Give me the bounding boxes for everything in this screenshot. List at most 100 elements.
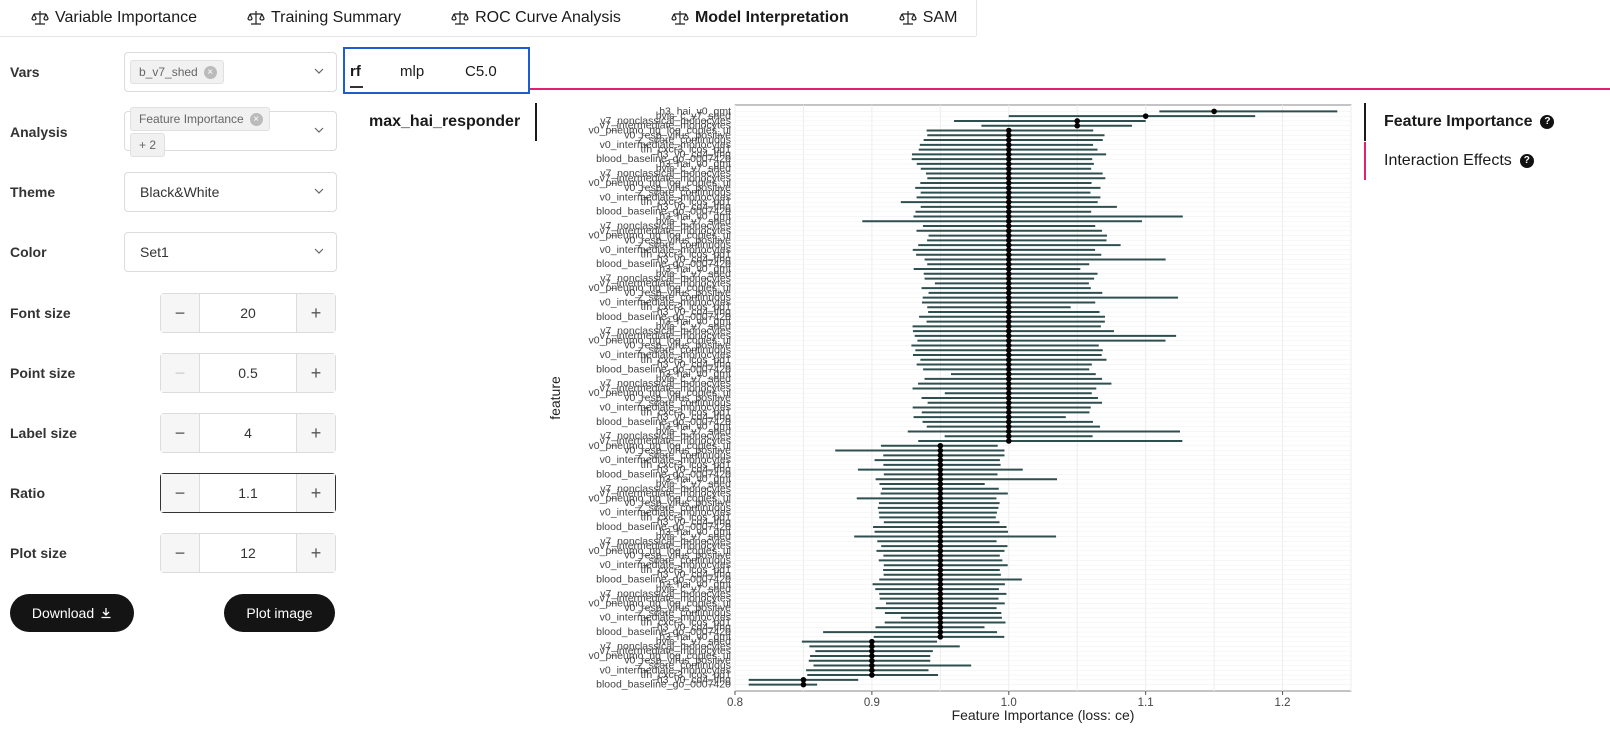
y-tick-label: h3_v0_cd4_ifng (657, 621, 731, 633)
data-point (937, 605, 944, 611)
data-point (937, 481, 944, 487)
label-size-value[interactable]: 4 (244, 425, 252, 441)
data-point (1005, 261, 1012, 268)
decrement-button[interactable]: − (161, 534, 200, 572)
y-tick-label: bvic_c_v7_shed (656, 425, 731, 437)
download-label: Download (31, 605, 95, 621)
label-size-stepper[interactable]: − 4 + (160, 413, 336, 453)
data-point (937, 629, 944, 635)
y-tick-labels: h3_hai_v0_gmtbvic_c_v7_shedv7_nonclassic… (589, 105, 732, 690)
y-tick-label: v7_nonclassical_monocytes (600, 273, 731, 285)
y-tick-label: z_score_continuous (638, 502, 731, 514)
decrement-button[interactable]: − (161, 474, 200, 512)
y-tick-label: v7_intermediate_monocytes (600, 593, 731, 605)
data-point (1005, 433, 1012, 440)
data-point (1005, 294, 1012, 301)
remove-chip-icon[interactable]: × (203, 65, 217, 79)
ratio-stepper[interactable]: − 1.1 + (160, 473, 336, 513)
data-point (937, 485, 944, 492)
color-select[interactable]: Set1 (124, 232, 337, 272)
tab-mlp[interactable]: mlp (400, 63, 425, 80)
point-size-value[interactable]: 0.5 (238, 365, 258, 381)
y-tick-label: v0_intermediate_monocytes (600, 402, 731, 414)
y-tick-label: v7_intermediate_monocytes (600, 172, 731, 184)
tab-interaction-effects[interactable]: Interaction Effects ? (1384, 152, 1534, 170)
plot-size-value[interactable]: 12 (240, 545, 256, 561)
data-point (937, 476, 944, 483)
increment-button[interactable]: + (296, 294, 335, 332)
increment-button[interactable]: + (296, 534, 335, 572)
y-tick-label: z_score_continuous (638, 344, 731, 356)
analysis-select[interactable]: Feature Importance × + 2 (124, 107, 337, 157)
increment-button[interactable]: + (296, 414, 335, 452)
y-tick-label: v0_pneumo_ng_log_copies_ul (589, 282, 731, 294)
theme-label: Theme (10, 184, 56, 200)
tab-variable-importance[interactable]: Variable Importance (0, 0, 216, 36)
tab-model-interpretation[interactable]: Model Interpretation (640, 0, 868, 36)
tab-training-summary[interactable]: Training Summary (216, 0, 420, 36)
y-tick-label: v7_nonclassical_monocytes (600, 325, 731, 337)
theme-select[interactable]: Black&White (124, 172, 337, 212)
decrement-button[interactable]: − (161, 294, 200, 332)
data-point (1005, 356, 1012, 363)
y-tick-label: tfh_cxcr3_icos_pd1 (641, 196, 732, 208)
data-point (1005, 337, 1012, 344)
remove-chip-icon[interactable]: × (249, 112, 263, 126)
y-tick-label: h3_v0_cd4_ifng (657, 306, 731, 318)
y-tick-label: z_score_continuous (638, 187, 731, 199)
ratio-value[interactable]: 1.1 (238, 485, 258, 501)
data-point (1005, 228, 1012, 234)
y-tick-label: v7_nonclassical_monocytes (600, 430, 731, 442)
y-tick-label: bvic_c_v7_shed (656, 636, 731, 648)
data-point (937, 466, 944, 473)
analysis-chip-label: Feature Importance (139, 112, 244, 126)
data-point (1005, 380, 1012, 387)
decrement-button[interactable]: − (161, 414, 200, 452)
data-point (937, 505, 944, 511)
interaction-effects-indicator (1364, 142, 1366, 180)
data-point (937, 524, 944, 530)
font-size-stepper[interactable]: − 20 + (160, 293, 336, 333)
y-tick-label: v0_intermediate_monocytes (600, 139, 731, 151)
y-axis-label: feature (547, 376, 563, 420)
vars-select[interactable]: b_v7_shed × (124, 52, 337, 92)
y-tick-label: v0_pneumo_ng_log_copies_ul (589, 335, 731, 347)
y-tick-label: v0_intermediate_monocytes (600, 559, 731, 571)
tab-roc-curve-analysis[interactable]: ROC Curve Analysis (420, 0, 640, 36)
analysis-label: Analysis (10, 124, 68, 140)
tab-c50[interactable]: C5.0 (465, 63, 497, 80)
tab-max-hai-responder[interactable]: max_hai_responder (369, 113, 521, 130)
y-tick-label: v0_intermediate_monocytes (600, 454, 731, 466)
point-size-stepper[interactable]: − 0.5 + (160, 353, 336, 393)
increment-button[interactable]: + (296, 474, 335, 512)
plot-size-stepper[interactable]: − 12 + (160, 533, 336, 573)
color-label: Color (10, 244, 47, 260)
data-point (1005, 352, 1012, 358)
y-tick-label: z_score_continuous (638, 134, 731, 146)
decrement-button[interactable]: − (161, 354, 200, 392)
y-tick-label: v0_resp_virus_positive (624, 287, 731, 299)
help-icon[interactable]: ? (1519, 154, 1534, 168)
data-point (1005, 247, 1012, 253)
y-tick-label: v0_pneumo_ng_log_copies_ul (589, 387, 731, 399)
help-icon[interactable]: ? (1540, 115, 1555, 129)
tab-sam[interactable]: SAM (868, 0, 977, 36)
tab-rf[interactable]: rf (350, 63, 361, 80)
point-size-label: Point size (10, 365, 76, 381)
data-point (1005, 132, 1012, 139)
theme-value: Black&White (140, 184, 220, 200)
y-tick-label: tfh_cxcr3_icos_pd1 (641, 406, 732, 418)
data-point (937, 538, 944, 545)
data-point (937, 495, 944, 502)
download-button[interactable]: Download (10, 594, 134, 632)
increment-button[interactable]: + (296, 354, 335, 392)
data-point (937, 581, 944, 588)
y-tick-label: v0_resp_virus_positive (624, 129, 731, 141)
tab-feature-importance[interactable]: Feature Importance ? (1384, 113, 1555, 131)
y-tick-label: v0_pneumo_ng_log_copies_ul (589, 177, 731, 189)
font-size-value[interactable]: 20 (240, 305, 256, 321)
data-point (869, 672, 875, 678)
y-tick-label: h3_hai_v0_gmt (659, 526, 731, 538)
plot-image-button[interactable]: Plot image (224, 594, 335, 632)
chevron-down-icon (314, 188, 324, 194)
